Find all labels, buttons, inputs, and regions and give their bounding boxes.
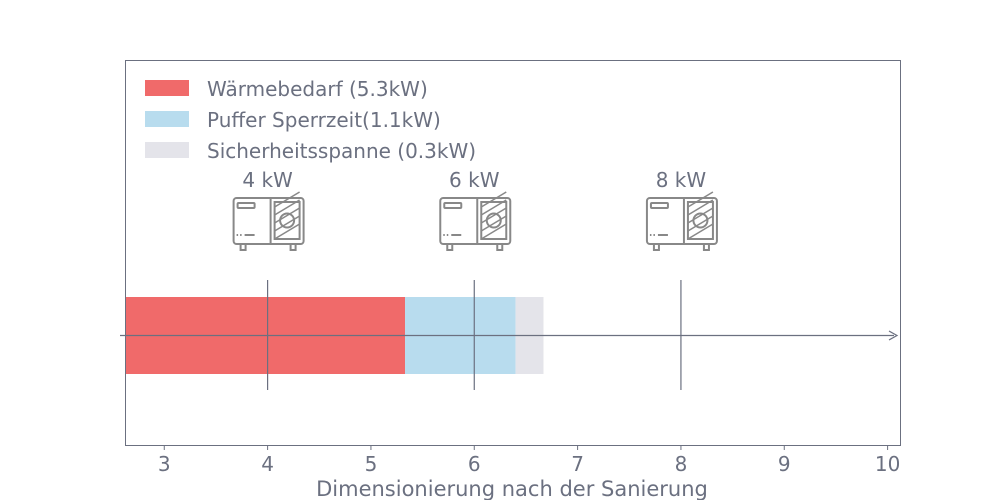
x-tick-label-5: 8	[675, 452, 688, 476]
heat-pump-icon	[232, 191, 305, 251]
x-tick-label-7: 10	[875, 452, 900, 476]
legend-label-1: Puffer Sperrzeit(1.1kW)	[207, 108, 441, 132]
legend-label-0: Wärmebedarf (5.3kW)	[207, 77, 428, 101]
marker-label-1: 6 kW	[449, 168, 500, 192]
arrow-head-icon	[888, 330, 899, 341]
x-tick-label-2: 5	[365, 452, 378, 476]
x-axis-label: Dimensionierung nach der Sanierung	[316, 477, 708, 500]
marker-label-0: 4 kW	[242, 168, 293, 192]
x-tick-label-1: 4	[261, 452, 274, 476]
heat-pump-icon	[645, 191, 718, 251]
x-tick-label-0: 3	[158, 452, 171, 476]
marker-label-2: 8 kW	[656, 168, 707, 192]
legend-swatch-1	[145, 111, 189, 127]
heat-pump-icon	[439, 191, 512, 251]
x-tick-label-3: 6	[468, 452, 481, 476]
legend-swatch-0	[145, 80, 189, 96]
x-tick-label-4: 7	[571, 452, 584, 476]
x-tick-label-6: 9	[778, 452, 791, 476]
legend-label-2: Sicherheitsspanne (0.3kW)	[207, 139, 476, 163]
legend-swatch-2	[145, 142, 189, 158]
plot-frame	[125, 60, 901, 446]
